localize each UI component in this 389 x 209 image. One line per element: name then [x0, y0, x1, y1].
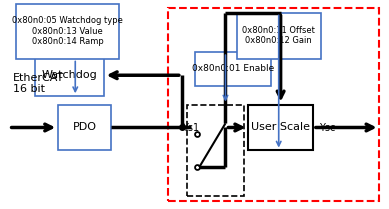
- FancyBboxPatch shape: [16, 4, 119, 59]
- Text: 0x80n0:05 Watchdog type
0x80n0:13 Value
0x80n0:14 Ramp: 0x80n0:05 Watchdog type 0x80n0:13 Value …: [12, 17, 123, 46]
- FancyBboxPatch shape: [35, 54, 104, 96]
- FancyBboxPatch shape: [195, 52, 271, 86]
- Text: PDO: PDO: [73, 122, 97, 133]
- FancyBboxPatch shape: [237, 13, 321, 59]
- Text: Ys1: Ys1: [182, 123, 199, 133]
- Text: 0x80n0:01 Enable: 0x80n0:01 Enable: [192, 64, 274, 74]
- FancyBboxPatch shape: [58, 104, 111, 150]
- FancyBboxPatch shape: [248, 104, 313, 150]
- Text: Watchdog: Watchdog: [42, 70, 97, 80]
- Text: EtherCAT
16 bit: EtherCAT 16 bit: [12, 73, 64, 94]
- Text: User Scale: User Scale: [251, 122, 310, 133]
- Text: Ysc: Ysc: [319, 123, 335, 133]
- Text: 0x80n0:11 Offset
0x80n0:12 Gain: 0x80n0:11 Offset 0x80n0:12 Gain: [242, 26, 315, 45]
